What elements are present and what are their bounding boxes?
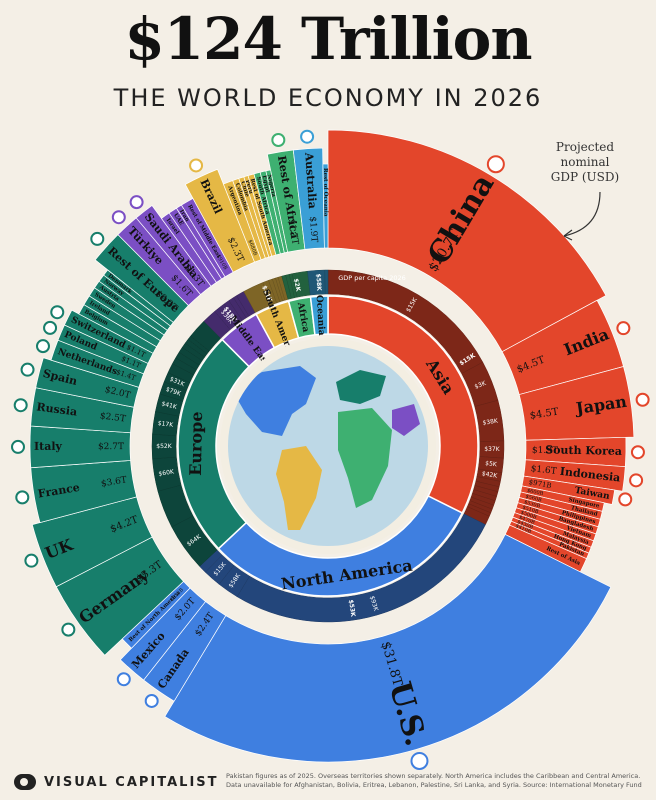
country-name-label: Chile — [239, 181, 250, 199]
per-capita-ring: $15K$3K$38K$37K$5K$42K$15K$93K$58K$15K$5… — [151, 269, 505, 623]
country-gdp-label: $971B — [528, 478, 552, 490]
country-gdp-label: $600B — [526, 488, 544, 497]
flag-icon — [189, 158, 204, 173]
country-gdp-label: $1.6T — [530, 464, 557, 477]
region-per-capita-label: $2K — [292, 278, 301, 292]
country-wedge — [164, 533, 612, 763]
annotation-note: Projected nominal GDP (USD) — [540, 140, 630, 185]
country-gdp-label: $4.5T — [529, 407, 560, 422]
flag-icon — [486, 155, 505, 174]
annotation-line: GDP (USD) — [550, 170, 620, 184]
country-gdp-label: $680B — [247, 239, 259, 257]
flag-icon — [20, 362, 35, 377]
country-gdp-label: $500B — [520, 510, 538, 521]
flag-icon — [300, 129, 315, 144]
per-capita-label: $5K — [485, 460, 498, 468]
country-name-label: Italy — [34, 440, 63, 453]
per-capita-label: $38K — [482, 417, 499, 426]
source-note: Pakistan figures as of 2025. Overseas te… — [226, 772, 642, 789]
annotation-line: Projected — [555, 140, 615, 154]
region-per-capita-label: $58K — [314, 273, 322, 291]
flag-icon — [13, 398, 28, 413]
country-name-label: Rest of Oceania — [322, 168, 328, 217]
country-name-label: South Korea — [545, 443, 622, 458]
page-subtitle: THE WORLD ECONOMY IN 2026 — [113, 84, 543, 112]
country-name-label: Egypt — [261, 175, 271, 194]
globe-continent-europe — [336, 370, 386, 404]
region-label: Europe — [186, 411, 206, 476]
per-capita-caption: GDP per capita 2026 — [338, 274, 406, 282]
logo-icon — [14, 774, 36, 790]
globe-continent-south-america — [276, 446, 322, 530]
per-capita-label: $60K — [158, 468, 175, 478]
country-gdp-label: $530B — [523, 499, 541, 509]
per-capita-label: $93K — [368, 595, 379, 613]
region-label: Oceania — [314, 295, 326, 336]
flag-icon — [616, 321, 631, 336]
flag-icon — [35, 339, 50, 354]
flag-icon — [90, 231, 105, 246]
flag-icon — [629, 473, 644, 488]
brand-name: VISUAL CAPITALIST — [44, 774, 219, 790]
page-title: $124 Trillion — [124, 5, 532, 73]
brand-logo: VISUAL CAPITALIST — [14, 774, 219, 790]
country-name-label: Russia — [36, 400, 78, 418]
country-gdp-label: $510B — [522, 505, 540, 516]
country-name-label: Nigeria — [266, 174, 277, 198]
flag-icon — [15, 490, 30, 505]
flag-icon — [129, 195, 144, 210]
country-gdp-label: $1.9T — [307, 216, 319, 243]
per-capita-label: $42K — [481, 470, 498, 480]
country-name-label: Iran — [178, 209, 190, 223]
country-gdp-label: $430B — [516, 519, 534, 531]
flag-icon — [24, 553, 39, 568]
flag-icon — [144, 693, 159, 708]
per-capita-label: $37K — [484, 446, 501, 453]
flag-icon — [410, 751, 429, 770]
country-gdp-label: $3.6T — [100, 475, 127, 489]
country-gdp-label: $560B — [525, 494, 543, 504]
flag-icon — [635, 392, 650, 407]
globe-continent-middle-east — [392, 404, 420, 436]
globe-continent-north-america — [232, 366, 316, 436]
flag-icon — [50, 305, 65, 320]
country-wedge — [322, 163, 329, 249]
country-gdp-label: $1.9T — [532, 446, 558, 457]
per-capita-label: $3K — [474, 379, 488, 390]
region-per-capita-label: $53K — [347, 599, 356, 617]
per-capita-label: $41K — [161, 400, 179, 411]
flag-icon — [271, 133, 286, 148]
country-wedge — [327, 129, 607, 353]
region-segment — [309, 295, 329, 336]
per-capita-band — [324, 269, 329, 295]
country-name-label: Australia — [302, 151, 319, 209]
country-gdp-label: $2.5T — [99, 411, 126, 424]
annotation-line: nominal — [560, 155, 610, 169]
per-capita-label: $52K — [156, 443, 172, 450]
flag-icon — [61, 622, 76, 637]
flag-icon — [630, 445, 645, 460]
annotation-arrow-icon — [563, 191, 601, 241]
flag-icon — [618, 492, 633, 507]
per-capita-label: $17K — [157, 420, 174, 429]
country-name-label: Peru — [244, 179, 254, 195]
globe-continent-africa — [338, 408, 392, 508]
country-gdp-label: $470B — [518, 515, 536, 526]
flag-icon — [43, 320, 58, 335]
country-gdp-label: $2.7T — [98, 442, 124, 452]
flag-icon — [11, 439, 26, 454]
flag-icon — [116, 672, 131, 687]
country-gdp-label: $1.7T — [286, 218, 300, 245]
flag-icon — [111, 210, 126, 225]
globe — [220, 338, 436, 554]
